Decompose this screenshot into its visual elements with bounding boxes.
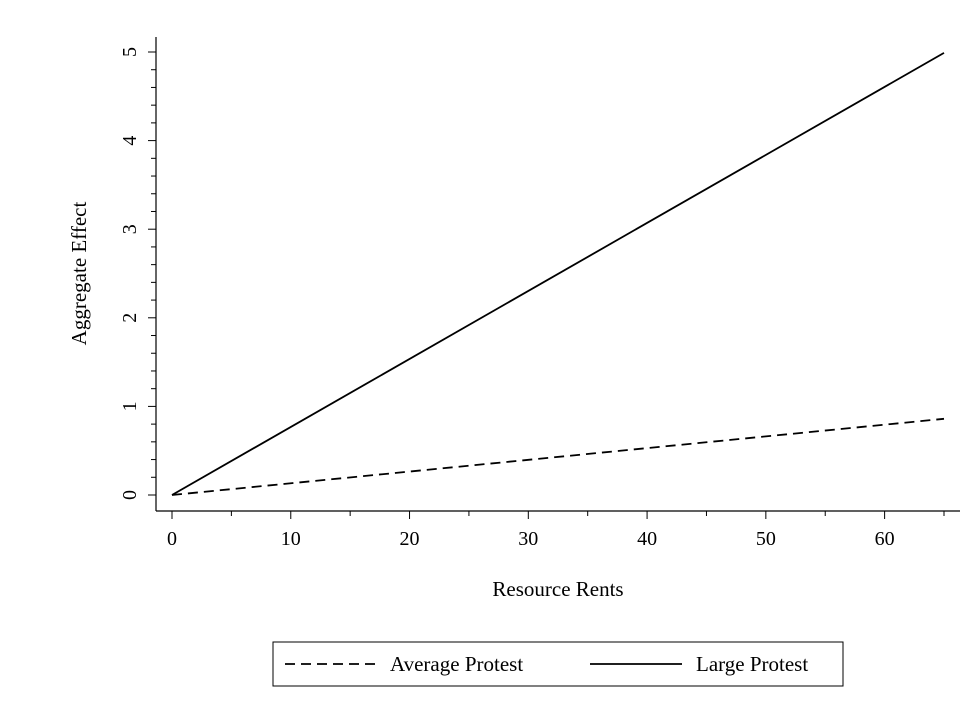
legend-label-large-protest: Large Protest [696,652,808,676]
x-tick-label: 20 [400,528,420,550]
legend-box [272,641,844,687]
y-tick-label: 2 [119,313,141,323]
series-layer [171,52,945,496]
x-tick-label: 30 [518,528,538,550]
x-tick-label: 60 [875,528,895,550]
x-tick-label: 10 [281,528,301,550]
legend-label-average-protest: Average Protest [390,652,523,676]
x-tick-label: 40 [637,528,657,550]
y-tick-label: 0 [119,490,141,500]
y-tick-label: 3 [119,224,141,234]
y-tick-label: 1 [119,401,141,411]
legend: Average Protest Large Protest [272,641,844,687]
axes: 0 10 20 30 40 50 60 0 1 2 3 4 5 [119,37,960,550]
x-tick-label: 50 [756,528,776,550]
y-tick-label: 5 [119,47,141,57]
x-tick-label: 0 [167,528,177,550]
series-line-average-protest [171,417,945,496]
y-tick-label: 4 [119,136,141,146]
y-axis-title: Aggregate Effect [67,202,91,346]
x-axis-title: Resource Rents [492,577,623,601]
series-line-large-protest [171,52,945,496]
